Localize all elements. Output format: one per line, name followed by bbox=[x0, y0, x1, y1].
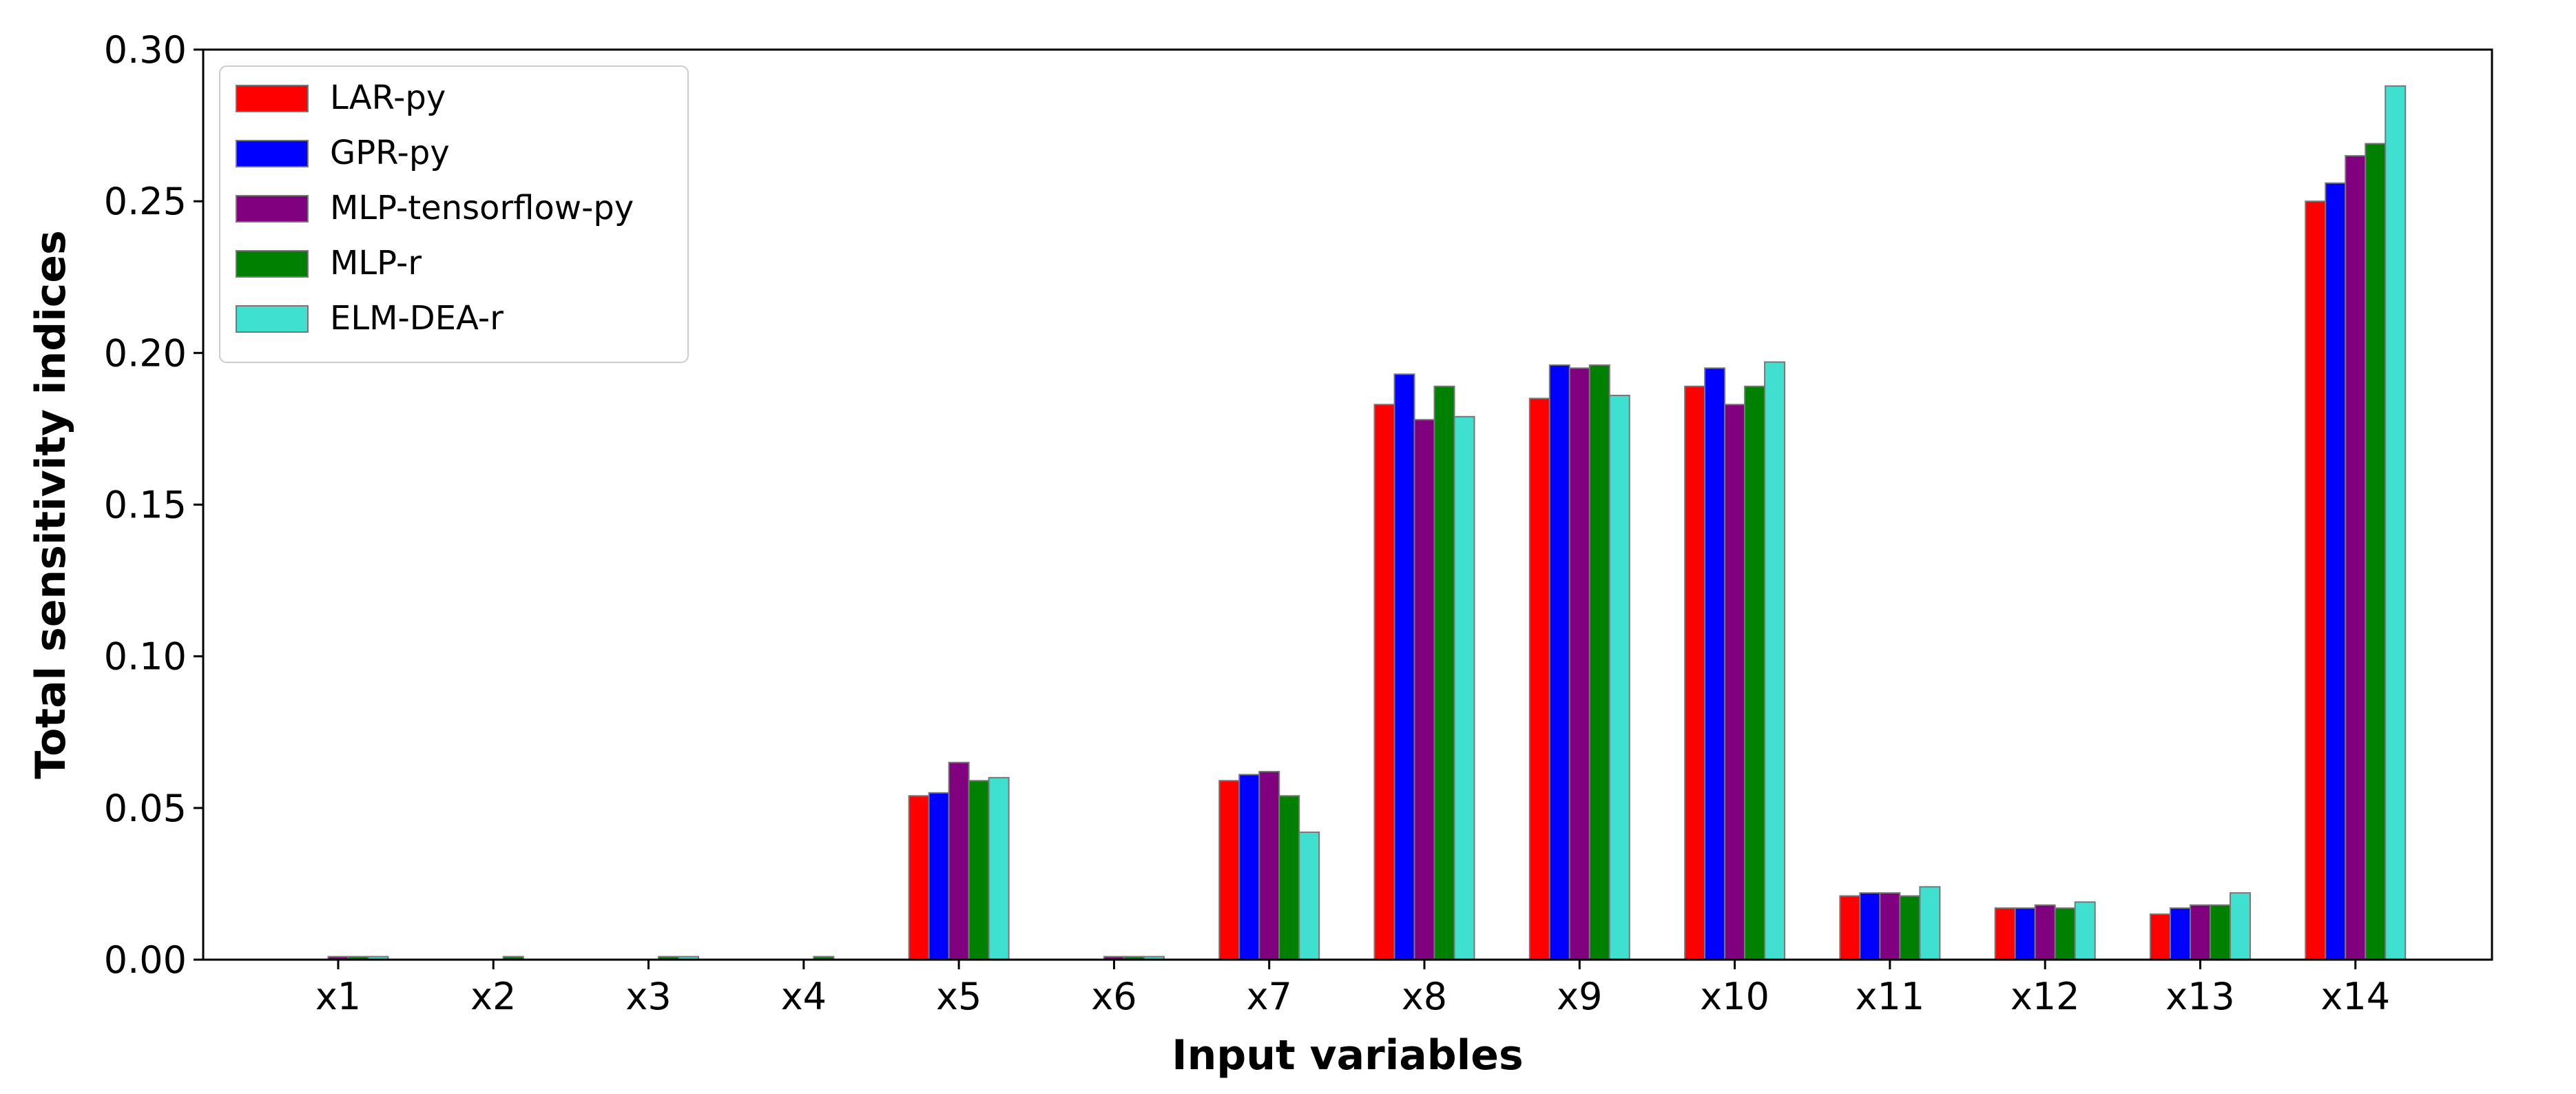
bar-x10-mlp-r bbox=[1744, 385, 1766, 960]
legend-box bbox=[219, 65, 689, 363]
bar-x10-lar-py bbox=[1684, 385, 1706, 960]
y-tick-label: 0.25 bbox=[104, 180, 187, 223]
y-tick-label: 0.15 bbox=[104, 484, 187, 527]
bar-x12-mlp-tensorflow-py bbox=[2034, 904, 2056, 960]
bar-x13-mlp-r bbox=[2209, 904, 2231, 960]
bar-x7-mlp-tensorflow-py bbox=[1258, 770, 1280, 960]
bar-x13-mlp-tensorflow-py bbox=[2189, 904, 2211, 960]
legend-label-elm-dea-r: ELM-DEA-r bbox=[330, 299, 503, 338]
bar-x14-mlp-tensorflow-py bbox=[2345, 155, 2367, 960]
x-tick-label-x5: x5 bbox=[936, 975, 981, 1018]
x-tick-label-x4: x4 bbox=[781, 975, 827, 1018]
x-tick-label-x1: x1 bbox=[315, 975, 361, 1018]
y-tick-label: 0.10 bbox=[104, 635, 187, 679]
legend-label-lar-py: LAR-py bbox=[330, 79, 446, 117]
x-axis: x1 x2 x3 x4 x5 x6 x7 x8 x9 x10 x11 x12 x13 x14 bbox=[315, 960, 2390, 1018]
bar-x9-lar-py bbox=[1528, 398, 1550, 960]
bar-x13-elm-dea-r bbox=[2229, 892, 2251, 961]
x-tick-label-x10: x10 bbox=[1700, 975, 1769, 1018]
x-tick-label-x6: x6 bbox=[1091, 975, 1136, 1018]
bar-x5-elm-dea-r bbox=[988, 776, 1010, 961]
legend-label-mlp-tensorflow-py: MLP-tensorflow-py bbox=[330, 189, 634, 227]
bar-x12-lar-py bbox=[1994, 907, 2016, 960]
x-tick-label-x7: x7 bbox=[1247, 975, 1292, 1018]
legend-label-gpr-py: GPR-py bbox=[330, 134, 450, 172]
bar-x9-mlp-r bbox=[1588, 364, 1610, 960]
x-tick-label-x3: x3 bbox=[625, 975, 671, 1018]
bar-x12-elm-dea-r bbox=[2074, 901, 2096, 960]
bar-x11-elm-dea-r bbox=[1919, 886, 1941, 960]
bar-x8-lar-py bbox=[1373, 404, 1395, 960]
legend-swatch-mlp-tensorflow-py bbox=[236, 195, 309, 223]
bar-x7-elm-dea-r bbox=[1298, 832, 1320, 961]
bar-x14-elm-dea-r bbox=[2385, 85, 2407, 961]
bar-x7-gpr-py bbox=[1238, 774, 1260, 960]
x-tick-label-x13: x13 bbox=[2165, 975, 2235, 1018]
y-tick-label: 0.20 bbox=[104, 331, 187, 375]
bar-x8-elm-dea-r bbox=[1453, 415, 1475, 960]
bar-x5-mlp-tensorflow-py bbox=[948, 761, 970, 960]
x-tick-label-x2: x2 bbox=[470, 975, 516, 1018]
bar-x5-mlp-r bbox=[968, 780, 990, 961]
x-tick-label-x11: x11 bbox=[1856, 975, 1925, 1018]
y-axis: 0.00 0.05 0.10 0.15 0.20 0.25 0.30 bbox=[104, 28, 203, 982]
bar-x10-elm-dea-r bbox=[1764, 361, 1786, 960]
bar-x14-gpr-py bbox=[2325, 182, 2347, 960]
bar-x7-lar-py bbox=[1218, 780, 1240, 961]
bar-x10-gpr-py bbox=[1704, 367, 1726, 960]
bar-x14-mlp-r bbox=[2365, 143, 2387, 961]
bar-x11-gpr-py bbox=[1859, 892, 1881, 961]
bar-x9-elm-dea-r bbox=[1608, 394, 1630, 960]
legend-swatch-elm-dea-r bbox=[236, 305, 309, 333]
bar-x12-mlp-r bbox=[2054, 907, 2076, 960]
x-axis-title: Input variables bbox=[1172, 1031, 1523, 1080]
bar-x11-lar-py bbox=[1839, 895, 1861, 961]
legend-swatch-mlp-r bbox=[236, 250, 309, 278]
y-axis-title: Total sensitivity indices bbox=[27, 230, 75, 779]
bar-x5-gpr-py bbox=[928, 792, 950, 960]
bar-x13-gpr-py bbox=[2169, 907, 2191, 960]
bar-x7-mlp-r bbox=[1278, 795, 1300, 960]
bar-x12-gpr-py bbox=[2014, 907, 2036, 960]
legend-swatch-gpr-py bbox=[236, 140, 309, 167]
bar-x11-mlp-tensorflow-py bbox=[1879, 892, 1901, 961]
bar-x8-gpr-py bbox=[1393, 373, 1415, 960]
bar-x5-lar-py bbox=[908, 795, 930, 960]
legend: LAR-py GPR-py MLP-tensorflow-py MLP-r ELM-DE… bbox=[219, 65, 689, 363]
x-tick-label-x9: x9 bbox=[1557, 975, 1602, 1018]
x-tick-label-x12: x12 bbox=[2011, 975, 2080, 1018]
bar-x9-mlp-tensorflow-py bbox=[1568, 367, 1590, 960]
bar-x10-mlp-tensorflow-py bbox=[1724, 404, 1746, 960]
y-tick-label: 0.00 bbox=[104, 938, 187, 982]
x-tick-label-x8: x8 bbox=[1402, 975, 1447, 1018]
bar-x14-lar-py bbox=[2305, 200, 2327, 961]
bar-x8-mlp-tensorflow-py bbox=[1413, 419, 1435, 960]
bar-x9-gpr-py bbox=[1548, 364, 1570, 960]
legend-swatch-lar-py bbox=[236, 85, 309, 112]
bar-x8-mlp-r bbox=[1433, 385, 1455, 960]
y-tick-label: 0.05 bbox=[104, 787, 187, 830]
y-tick-label: 0.30 bbox=[104, 28, 187, 72]
legend-label-mlp-r: MLP-r bbox=[330, 244, 422, 282]
x-tick-label-x14: x14 bbox=[2320, 975, 2390, 1018]
bar-x11-mlp-r bbox=[1899, 895, 1921, 961]
bar-x13-lar-py bbox=[2149, 913, 2171, 960]
